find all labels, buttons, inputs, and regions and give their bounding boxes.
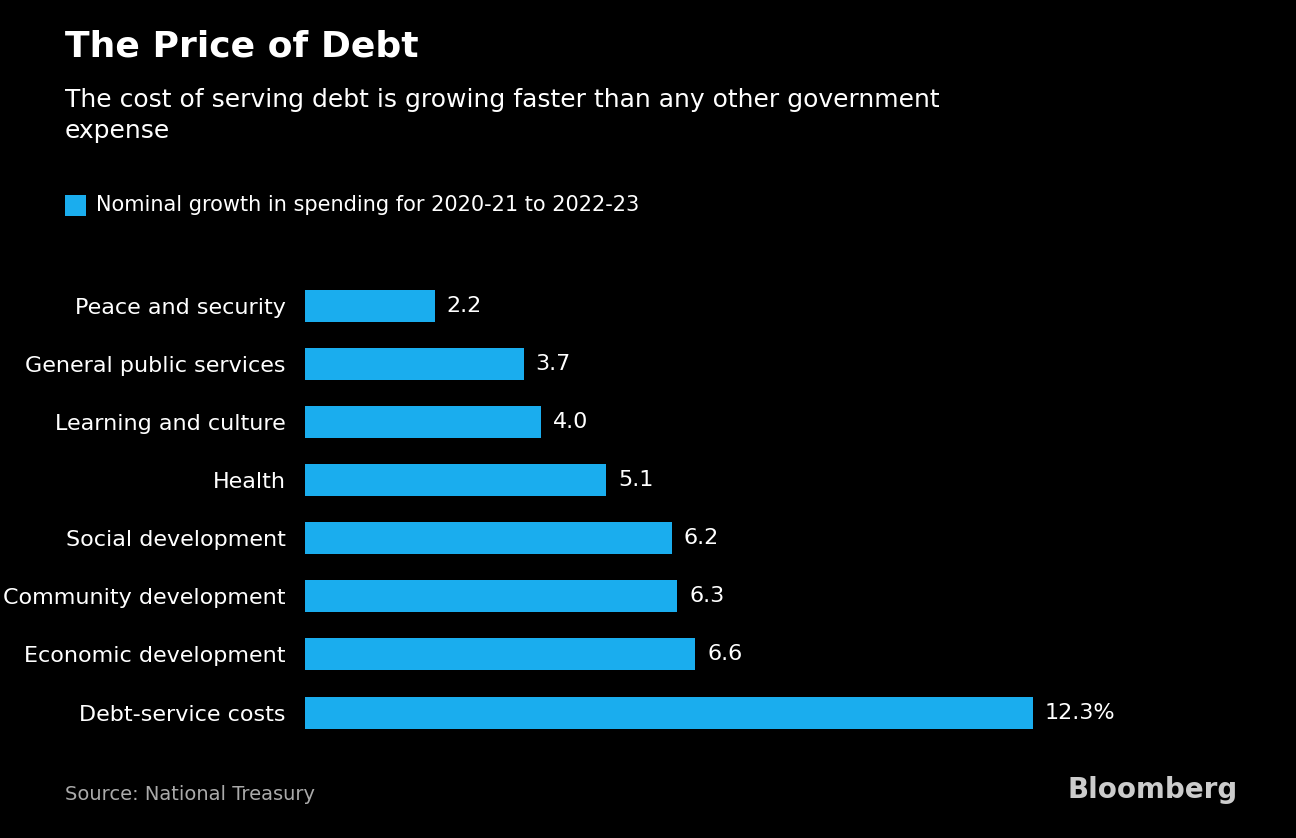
Text: Nominal growth in spending for 2020-21 to 2022-23: Nominal growth in spending for 2020-21 t… [96,195,639,215]
Text: 2.2: 2.2 [447,296,482,316]
Text: 6.6: 6.6 [708,644,743,665]
Bar [305,522,671,554]
Bar [305,580,678,613]
Text: 4.0: 4.0 [553,412,588,432]
Bar [305,696,1033,728]
Bar [305,464,607,496]
Bar [305,290,434,322]
Text: The Price of Debt: The Price of Debt [65,29,419,64]
Text: 12.3%: 12.3% [1045,702,1115,722]
Text: The cost of serving debt is growing faster than any other government
expense: The cost of serving debt is growing fast… [65,88,940,142]
Bar [305,406,542,438]
Text: Source: National Treasury: Source: National Treasury [65,785,315,804]
Text: Bloomberg: Bloomberg [1068,777,1238,804]
Text: 6.2: 6.2 [683,528,718,548]
Text: 6.3: 6.3 [689,587,724,606]
Bar [305,348,524,380]
Text: 3.7: 3.7 [535,354,570,374]
Bar [305,639,695,670]
Text: 5.1: 5.1 [618,470,653,490]
